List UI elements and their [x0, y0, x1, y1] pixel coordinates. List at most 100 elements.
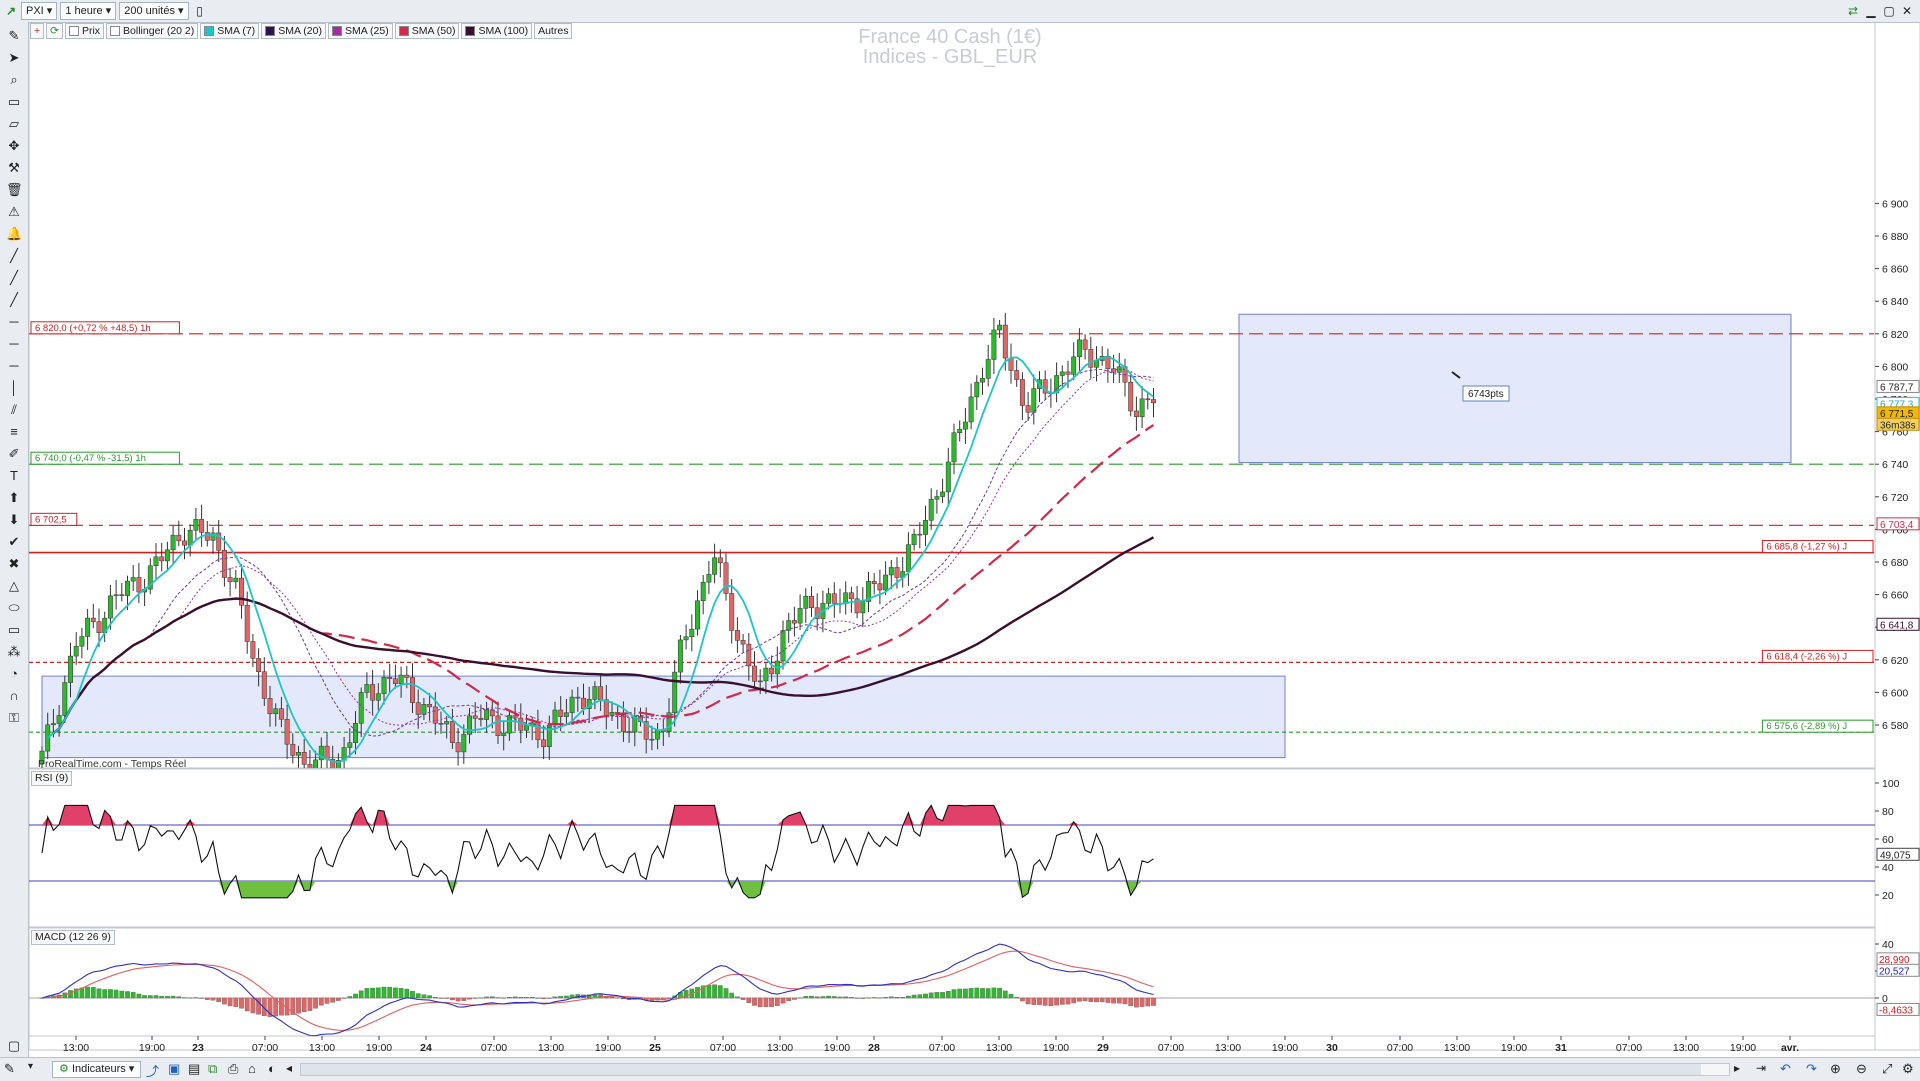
- indicator-sma-25[interactable]: SMA (25): [327, 23, 393, 39]
- macd-tag-label: 20,527: [1879, 966, 1910, 977]
- bell-icon[interactable]: 🔔: [6, 226, 23, 241]
- scroll-end-icon[interactable]: ⇥: [1756, 1061, 1767, 1075]
- candle-up: [164, 549, 170, 562]
- settings-icon[interactable]: ⚙: [1902, 1061, 1914, 1076]
- chart-options-icon[interactable]: ▯: [196, 4, 203, 18]
- screenshot-icon[interactable]: ⌂: [248, 1061, 256, 1076]
- macd-line[interactable]: [41, 943, 1154, 1037]
- arrow-down-icon[interactable]: ⬇: [8, 512, 20, 527]
- ruler-icon[interactable]: ▭: [7, 94, 21, 109]
- red-line-icon[interactable]: ╱: [10, 292, 18, 307]
- candle-down: [489, 709, 495, 717]
- indicator-sma-100[interactable]: SMA (100): [461, 23, 533, 39]
- sma-100-line[interactable]: [52, 536, 1155, 735]
- layers-icon[interactable]: ▤: [188, 1061, 201, 1076]
- maximize-window-icon[interactable]: ▢: [1883, 4, 1895, 18]
- ellipse-icon[interactable]: ⬭: [8, 600, 20, 615]
- minimize-window-icon[interactable]: ▁: [1866, 4, 1876, 18]
- units-selector[interactable]: 200 unités ▾: [119, 2, 189, 20]
- candle-down: [734, 630, 740, 641]
- cross-icon[interactable]: ✖: [8, 556, 20, 571]
- indicator-sma-50[interactable]: SMA (50): [394, 23, 460, 39]
- channel-icon[interactable]: ⫽: [11, 402, 17, 417]
- undo-icon[interactable]: ↶: [1780, 1061, 1791, 1076]
- macd-hist-up: [871, 997, 877, 999]
- time-tick-label: 19:00: [595, 1042, 621, 1054]
- expand-icon[interactable]: ▢: [7, 1038, 21, 1053]
- macd-hist-down: [1048, 997, 1054, 1007]
- draw-dropdown-icon[interactable]: ▾: [28, 1061, 34, 1072]
- sma-7-line[interactable]: [47, 356, 1155, 764]
- drawing-toolbar: ✎ ➤ ⌕ ▭ ▱ ✥ ⚒ 🗑 ⚠ 🔔 ╱ ╱ ╱ ─ ─ ─ │ ⫽ ≡ ✐ …: [0, 22, 29, 1057]
- macd-label[interactable]: MACD (12 26 9): [31, 930, 115, 945]
- horizontal-scrollbar[interactable]: [300, 1063, 1730, 1076]
- indicator-bollinger[interactable]: Bollinger (20 2): [106, 23, 199, 39]
- macd-hist-up: [524, 997, 529, 999]
- timeframe-selector[interactable]: 1 heure ▾: [60, 2, 117, 20]
- zoom-out-icon[interactable]: ⊖: [1856, 1061, 1867, 1076]
- green-hline-icon[interactable]: ─: [9, 336, 19, 351]
- indicator-label: Bollinger (20 2): [123, 25, 195, 37]
- draw-icon[interactable]: ✎: [4, 1061, 15, 1076]
- print-icon[interactable]: ⎙: [228, 1061, 239, 1076]
- arrow-up-icon[interactable]: ⬆: [8, 490, 20, 505]
- indicator-prix[interactable]: Prix: [64, 23, 105, 39]
- vertical-line-icon[interactable]: │: [9, 380, 19, 395]
- redo-icon[interactable]: ↷: [1806, 1061, 1817, 1076]
- scroll-right-icon[interactable]: ▸: [1734, 1061, 1741, 1075]
- rsi-label[interactable]: RSI (9): [31, 771, 73, 786]
- alert-icon[interactable]: ⚠: [8, 204, 20, 219]
- close-window-icon[interactable]: ✕: [1901, 4, 1913, 18]
- move-icon[interactable]: ✥: [8, 138, 20, 153]
- macd-hist-down: [450, 997, 455, 1001]
- pattern-icon[interactable]: ⁂: [7, 644, 21, 659]
- macd-hist-down: [216, 997, 222, 1002]
- macd-tag-label: 28,990: [1879, 955, 1910, 966]
- scroll-left-icon[interactable]: ◂: [286, 1061, 293, 1075]
- indicator-label: SMA (100): [478, 25, 529, 37]
- candle-up: [1059, 371, 1065, 376]
- horizontal-line-icon[interactable]: ─: [9, 314, 19, 329]
- brush-icon[interactable]: ✐: [8, 446, 20, 461]
- reset-icon[interactable]: ◐: [268, 1061, 276, 1076]
- trash-icon[interactable]: 🗑: [6, 182, 23, 197]
- share-icon[interactable]: ⤴: [146, 1064, 160, 1079]
- candle-up: [957, 428, 963, 433]
- indicators-button[interactable]: ⚙ Indicateurs ▾: [52, 1061, 142, 1078]
- rsi-line[interactable]: [41, 804, 1154, 899]
- indicator-sma-7[interactable]: SMA (7): [200, 23, 260, 39]
- cycle-icon[interactable]: ◔: [10, 666, 18, 681]
- measure-box[interactable]: [1462, 385, 1510, 402]
- triangle-icon[interactable]: △: [9, 578, 19, 593]
- lock-icon[interactable]: ⚿: [9, 710, 19, 725]
- zoom-icon[interactable]: ⌕: [10, 72, 18, 87]
- range-zone-upper[interactable]: [1238, 313, 1792, 464]
- indicator-sma-20[interactable]: SMA (20): [261, 23, 326, 39]
- eraser-icon[interactable]: ▱: [9, 116, 19, 131]
- add-indicator-button[interactable]: +: [30, 23, 45, 39]
- fibonacci-icon[interactable]: ≡: [10, 424, 18, 439]
- link-icon[interactable]: ⇄: [1847, 4, 1859, 18]
- green-line-icon[interactable]: ╱: [10, 270, 18, 285]
- macd-signal-line[interactable]: [41, 950, 1154, 1031]
- indicator-settings-button[interactable]: ⟳: [46, 23, 63, 39]
- pencil-icon[interactable]: ✎: [8, 28, 20, 43]
- macd-hist-up: [404, 988, 410, 999]
- macd-hist-up: [814, 996, 820, 999]
- scrollbar-thumb[interactable]: [301, 1064, 1701, 1075]
- window-icon[interactable]: ▣: [168, 1061, 181, 1076]
- compare-icon[interactable]: ⧉: [208, 1061, 218, 1076]
- indicator-others[interactable]: Autres: [534, 23, 573, 39]
- fit-icon[interactable]: ⤢: [1882, 1061, 1893, 1076]
- red-hline-icon[interactable]: ─: [9, 358, 19, 373]
- check-icon[interactable]: ✔: [8, 534, 20, 549]
- magnet-icon[interactable]: ⚒: [8, 160, 20, 175]
- rectangle-icon[interactable]: ▭: [7, 622, 21, 637]
- symbol-selector[interactable]: PXI ▾: [21, 2, 58, 20]
- text-icon[interactable]: T: [10, 468, 18, 483]
- cursor-icon[interactable]: ➤: [8, 50, 20, 65]
- trendline-icon[interactable]: ╱: [10, 248, 18, 263]
- zoom-in-icon[interactable]: ⊕: [1830, 1061, 1841, 1076]
- magnet-snap-icon[interactable]: ∩: [9, 688, 19, 703]
